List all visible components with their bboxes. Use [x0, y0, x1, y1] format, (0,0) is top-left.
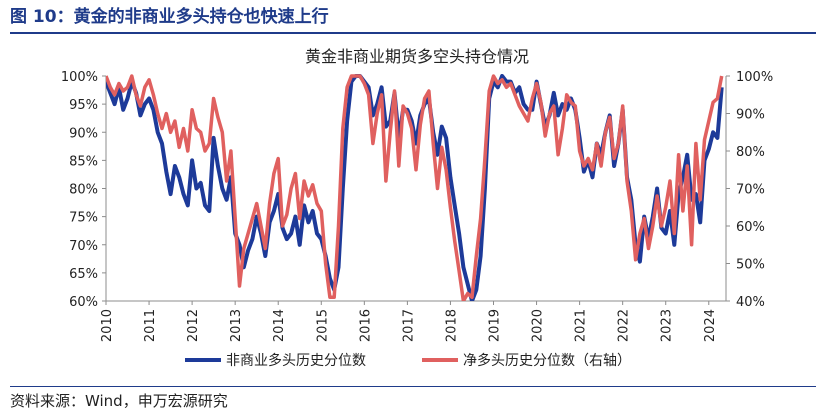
- y-left-tick-label: 95%: [69, 98, 98, 113]
- y-left-tick-label: 65%: [69, 267, 98, 282]
- title-rule: [10, 32, 816, 34]
- source-note: 资料来源：Wind，申万宏源研究: [10, 392, 228, 410]
- x-tick-label: 2020: [531, 309, 546, 342]
- series-line-net-long: [106, 74, 724, 301]
- x-tick-label: 2013: [229, 309, 244, 342]
- figure-title: 图 10：黄金的非商业多头持仓也快速上行: [10, 7, 329, 27]
- x-tick-label: 2021: [574, 309, 589, 342]
- x-tick-label: 2019: [488, 309, 503, 342]
- source-rule: [10, 386, 816, 387]
- x-tick-label: 2010: [100, 309, 115, 342]
- y-left-tick-label: 60%: [69, 295, 98, 310]
- legend-label-noncommercial-long: 非商业多头历史分位数: [226, 352, 366, 369]
- x-tick-label: 2018: [444, 309, 459, 342]
- legend-label-net-long: 净多头历史分位数（右轴）: [463, 352, 631, 369]
- x-tick-label: 2012: [186, 309, 201, 342]
- legend: 非商业多头历史分位数 净多头历史分位数（右轴）: [185, 352, 631, 369]
- x-tick-label: 2015: [315, 309, 330, 342]
- series-lines: [106, 74, 724, 301]
- y-right-tick-label: 90%: [736, 108, 765, 123]
- y-left-tick-label: 75%: [69, 211, 98, 226]
- x-tick-label: 2024: [703, 309, 718, 342]
- y-right-tick-label: 40%: [736, 295, 765, 310]
- x-tick-label: 2014: [272, 309, 287, 342]
- y-left-tick-label: 80%: [69, 183, 98, 198]
- x-tick-label: 2016: [358, 309, 373, 342]
- axes: 60% 65% 70% 75% 80% 85% 90% 95% 100% 40% 50% 60% 70%…: [61, 70, 773, 342]
- y-right-tick-label: 80%: [736, 145, 765, 160]
- y-right-tick-label: 60%: [736, 220, 765, 235]
- y-left-tick-label: 85%: [69, 154, 98, 169]
- y-right-tick-label: 70%: [736, 183, 765, 198]
- y-right-tick-label: 100%: [736, 70, 773, 85]
- y-left-tick-label: 70%: [69, 239, 98, 254]
- y-left-tick-label: 100%: [61, 70, 98, 85]
- x-tick-label: 2011: [143, 309, 158, 342]
- chart-title: 黄金非商业期货多空头持仓情况: [305, 47, 529, 66]
- x-tick-label: 2023: [660, 309, 675, 342]
- y-left-tick-label: 90%: [69, 126, 98, 141]
- y-right-tick-label: 50%: [736, 258, 765, 273]
- x-tick-label: 2017: [401, 309, 416, 342]
- x-tick-label: 2022: [617, 309, 632, 342]
